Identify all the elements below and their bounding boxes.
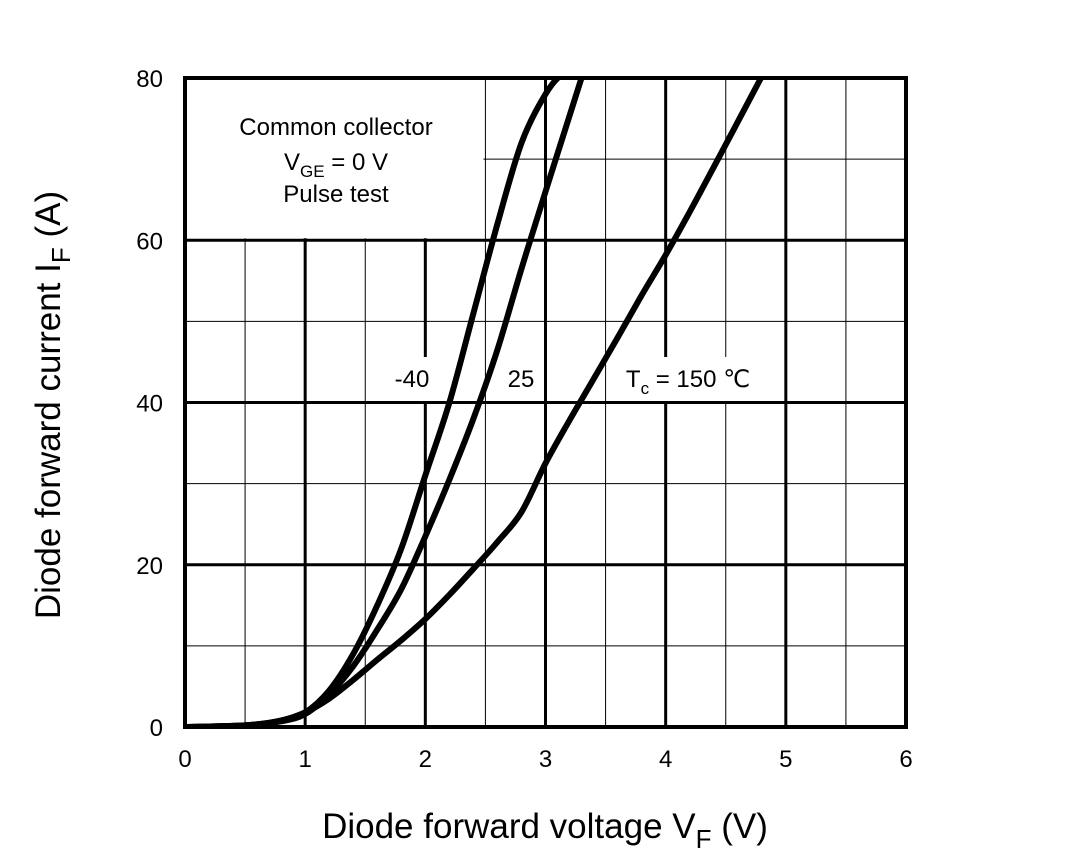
x-tick-label: 3 xyxy=(539,746,552,773)
series-curves xyxy=(185,78,765,727)
series-label-150: Tc = 150 ℃ xyxy=(626,366,750,398)
plot-frame xyxy=(183,76,908,729)
series-label-background xyxy=(388,357,436,401)
x-axis-label: Diode forward voltage VF (V) xyxy=(322,807,768,854)
x-tick-label: 4 xyxy=(659,746,672,773)
y-tick-label: 0 xyxy=(150,715,163,742)
y-tick-label: 20 xyxy=(136,553,163,580)
y-tick-labels: 0 20 40 60 80 xyxy=(136,66,163,742)
x-tick-label: 0 xyxy=(178,746,191,773)
x-tick-label: 1 xyxy=(298,746,311,773)
x-tick-labels: 0 1 2 3 4 5 6 xyxy=(178,746,912,773)
y-tick-label: 80 xyxy=(136,66,163,93)
conditions-box-background xyxy=(187,80,484,239)
conditions-line-2: VGE = 0 V xyxy=(284,149,388,181)
x-tick-label: 2 xyxy=(419,746,432,773)
conditions-line-3: Pulse test xyxy=(283,181,389,208)
series-label-background xyxy=(612,357,758,401)
x-tick-label: 6 xyxy=(899,746,912,773)
y-tick-label: 60 xyxy=(136,228,163,255)
series-label-minus-40: -40 xyxy=(395,366,430,393)
series-label-backgrounds xyxy=(388,357,758,401)
series-label-25: 25 xyxy=(508,366,535,393)
series-label-background xyxy=(500,357,541,401)
y-axis-label: Diode forward current IF (A) xyxy=(29,191,76,619)
y-tick-label: 40 xyxy=(136,391,163,418)
x-tick-label: 5 xyxy=(779,746,792,773)
series-curve-150 xyxy=(185,78,765,727)
conditions-line-1: Common collector xyxy=(239,114,432,141)
